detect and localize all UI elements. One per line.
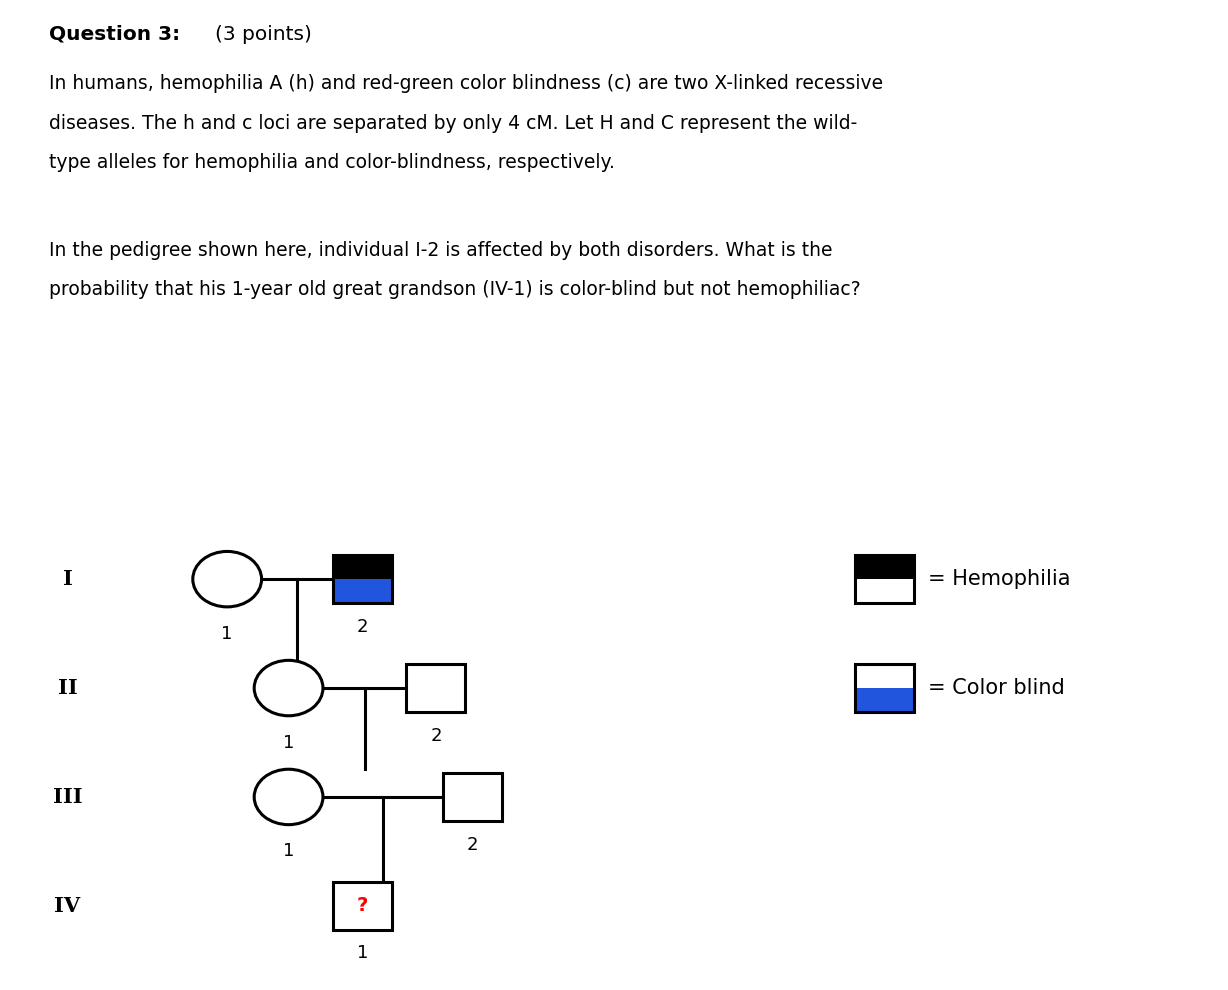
Bar bbox=[333, 555, 392, 603]
Text: ?: ? bbox=[356, 896, 368, 916]
Bar bbox=[855, 555, 914, 603]
Bar bbox=[855, 555, 914, 579]
Circle shape bbox=[193, 551, 262, 607]
Bar bbox=[443, 773, 502, 821]
Text: I: I bbox=[63, 569, 72, 589]
Text: II: II bbox=[58, 678, 77, 698]
Text: 1: 1 bbox=[282, 842, 295, 860]
Text: 2: 2 bbox=[356, 618, 368, 636]
Text: = Color blind: = Color blind bbox=[928, 678, 1065, 698]
Bar bbox=[333, 882, 392, 930]
Text: IV: IV bbox=[54, 896, 81, 916]
Text: In the pedigree shown here, individual I-2 is affected by both disorders. What i: In the pedigree shown here, individual I… bbox=[49, 241, 833, 259]
Text: = Hemophilia: = Hemophilia bbox=[928, 569, 1071, 589]
Circle shape bbox=[254, 660, 323, 716]
Text: type alleles for hemophilia and color-blindness, respectively.: type alleles for hemophilia and color-bl… bbox=[49, 153, 615, 172]
Bar bbox=[855, 664, 914, 688]
Bar bbox=[333, 579, 392, 603]
Bar bbox=[855, 664, 914, 712]
Text: 2: 2 bbox=[467, 836, 479, 853]
Text: 2: 2 bbox=[430, 727, 442, 744]
Bar bbox=[406, 664, 465, 712]
Bar bbox=[333, 555, 392, 579]
Text: 1: 1 bbox=[221, 625, 233, 643]
Text: (3 points): (3 points) bbox=[215, 25, 312, 44]
Text: III: III bbox=[53, 787, 82, 807]
Text: 1: 1 bbox=[282, 734, 295, 751]
Text: In humans, hemophilia A (h) and red-green color blindness (c) are two X-linked r: In humans, hemophilia A (h) and red-gree… bbox=[49, 74, 883, 93]
Bar bbox=[855, 579, 914, 603]
Circle shape bbox=[254, 769, 323, 825]
Text: probability that his 1-year old great grandson (IV-1) is color-blind but not hem: probability that his 1-year old great gr… bbox=[49, 280, 861, 299]
Text: Question 3:: Question 3: bbox=[49, 25, 181, 44]
Text: 1: 1 bbox=[356, 944, 368, 962]
Bar bbox=[855, 688, 914, 712]
Text: diseases. The h and c loci are separated by only 4 cM. Let H and C represent the: diseases. The h and c loci are separated… bbox=[49, 114, 857, 133]
